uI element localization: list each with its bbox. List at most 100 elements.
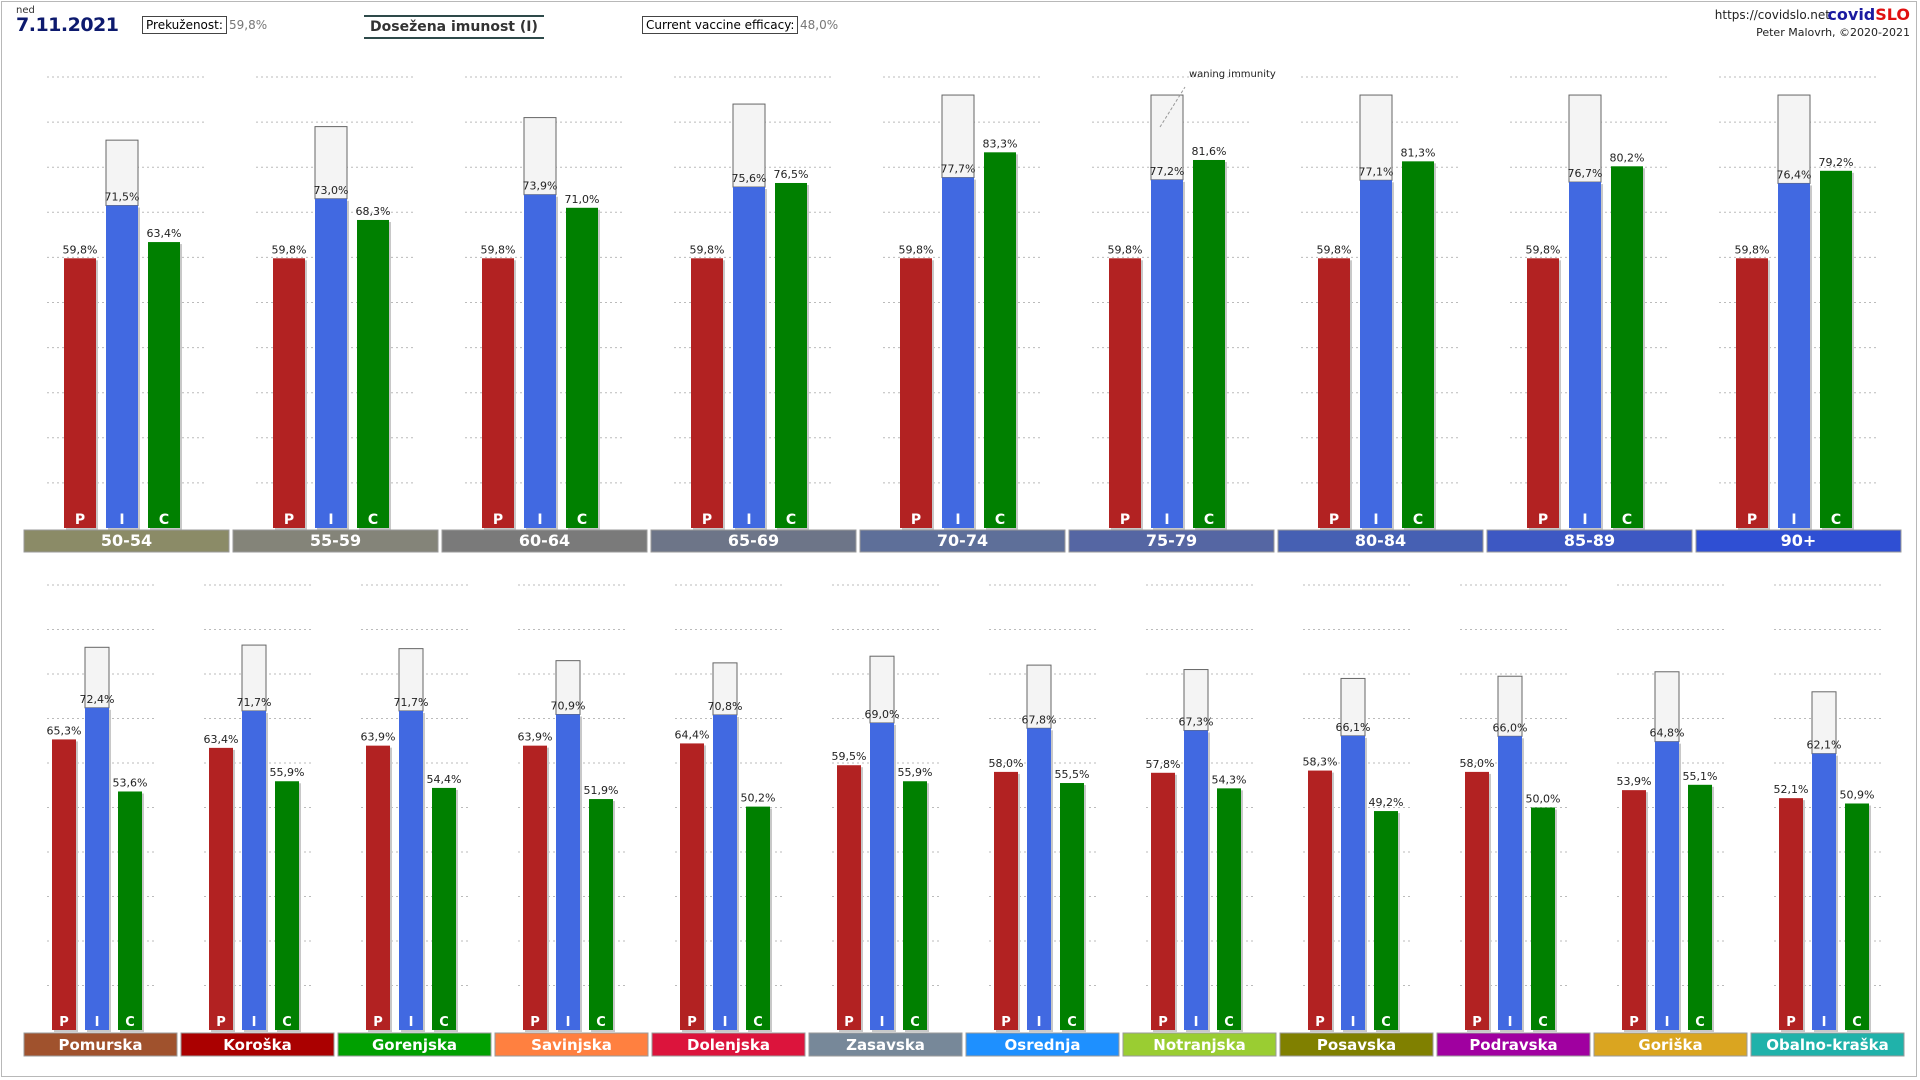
bar-p bbox=[64, 258, 96, 528]
value-label-p: 59,8% bbox=[899, 243, 934, 256]
waning-immunity-box bbox=[941, 94, 975, 179]
value-label-c: 80,2% bbox=[1610, 151, 1645, 164]
category-box bbox=[650, 529, 857, 553]
brand-part2: SLO bbox=[1875, 5, 1910, 24]
category-box bbox=[1593, 1032, 1748, 1057]
bar-i bbox=[733, 187, 765, 528]
source-url[interactable]: https://covidslo.net bbox=[1714, 8, 1830, 22]
bar-letter-i: I bbox=[1582, 512, 1587, 528]
bar-letter-p: P bbox=[687, 1015, 697, 1030]
category-label: 90+ bbox=[1781, 531, 1817, 550]
value-label-p: 58,0% bbox=[1460, 757, 1495, 770]
value-label-i: 77,7% bbox=[941, 163, 976, 176]
category-label: Obalno-kraška bbox=[1766, 1036, 1888, 1054]
bar-c bbox=[148, 242, 180, 529]
bar-letter-i: I bbox=[1373, 512, 1378, 528]
value-label-c: 79,2% bbox=[1819, 156, 1854, 169]
value-label-i: 76,7% bbox=[1568, 167, 1603, 180]
value-label-c: 55,5% bbox=[1055, 768, 1090, 781]
bar-i bbox=[556, 714, 580, 1030]
bar-i bbox=[1498, 736, 1522, 1030]
bar-i bbox=[942, 177, 974, 528]
value-label-p: 59,8% bbox=[1526, 243, 1561, 256]
bar-i bbox=[242, 710, 266, 1030]
bar-p bbox=[1736, 258, 1768, 528]
bar-p bbox=[366, 745, 390, 1030]
bar-letter-p: P bbox=[1315, 1015, 1325, 1030]
value-label-p: 59,8% bbox=[272, 243, 307, 256]
waning-immunity-box bbox=[1183, 669, 1209, 732]
bar-i bbox=[870, 722, 894, 1030]
bar-p bbox=[1308, 770, 1332, 1030]
value-label-p: 59,8% bbox=[1735, 243, 1770, 256]
waning-immunity-box bbox=[523, 117, 557, 196]
bar-i bbox=[315, 198, 347, 528]
category-label: 50-54 bbox=[101, 531, 152, 550]
bar-letter-i: I bbox=[955, 512, 960, 528]
value-label-i: 73,0% bbox=[314, 184, 349, 197]
value-label-i: 71,7% bbox=[237, 696, 272, 709]
waning-immunity-annotation: waning immunity bbox=[1189, 69, 1276, 80]
bar-p bbox=[837, 765, 861, 1030]
reinfection-value: 59,8% bbox=[229, 18, 268, 32]
bar-letter-i: I bbox=[1822, 1015, 1827, 1030]
bar-p bbox=[523, 745, 547, 1030]
bar-p bbox=[1318, 258, 1350, 528]
bar-letter-i: I bbox=[723, 1015, 728, 1030]
category-label: Koroška bbox=[223, 1036, 291, 1054]
category-box bbox=[441, 529, 648, 553]
bar-p bbox=[900, 258, 932, 528]
bar-letter-c: C bbox=[753, 1015, 763, 1030]
bar-p bbox=[1622, 790, 1646, 1030]
value-label-i: 77,2% bbox=[1150, 165, 1185, 178]
value-label-i: 62,1% bbox=[1807, 739, 1842, 752]
bar-letter-i: I bbox=[880, 1015, 885, 1030]
bar-c bbox=[1845, 803, 1869, 1030]
value-label-p: 59,8% bbox=[63, 243, 98, 256]
category-label: 85-89 bbox=[1564, 531, 1615, 550]
bar-letter-c: C bbox=[1852, 1015, 1862, 1030]
bar-letter-i: I bbox=[1508, 1015, 1513, 1030]
value-label-i: 71,5% bbox=[105, 191, 140, 204]
bar-letter-c: C bbox=[282, 1015, 292, 1030]
bar-p bbox=[1151, 772, 1175, 1030]
bar-letter-c: C bbox=[1695, 1015, 1705, 1030]
bar-letter-c: C bbox=[1381, 1015, 1391, 1030]
bar-c bbox=[432, 787, 456, 1030]
bar-c bbox=[1402, 161, 1434, 528]
category-label: 65-69 bbox=[728, 531, 779, 550]
bar-c bbox=[1611, 166, 1643, 528]
category-box bbox=[859, 529, 1066, 553]
bar-letter-i: I bbox=[1351, 1015, 1356, 1030]
bar-letter-p: P bbox=[1786, 1015, 1796, 1030]
bar-p bbox=[1527, 258, 1559, 528]
waning-immunity-box bbox=[555, 660, 581, 715]
bar-letter-i: I bbox=[409, 1015, 414, 1030]
bar-letter-p: P bbox=[216, 1015, 226, 1030]
value-label-c: 51,9% bbox=[584, 784, 619, 797]
bar-i bbox=[1569, 182, 1601, 528]
page-title: Dosežena imunost (I) bbox=[364, 15, 544, 39]
bar-c bbox=[1374, 811, 1398, 1030]
bar-c bbox=[903, 781, 927, 1030]
bar-letter-p: P bbox=[1158, 1015, 1168, 1030]
bar-letter-p: P bbox=[1329, 512, 1339, 528]
bar-letter-c: C bbox=[1224, 1015, 1234, 1030]
bar-letter-c: C bbox=[1067, 1015, 1077, 1030]
value-label-i: 70,8% bbox=[708, 700, 743, 713]
value-label-c: 68,3% bbox=[356, 205, 391, 218]
bar-c bbox=[1688, 784, 1712, 1030]
value-label-p: 65,3% bbox=[47, 724, 82, 737]
bar-i bbox=[399, 710, 423, 1030]
bar-letter-i: I bbox=[328, 512, 333, 528]
bar-c bbox=[1193, 159, 1225, 528]
category-box bbox=[180, 1032, 335, 1057]
value-label-p: 63,9% bbox=[361, 731, 396, 744]
annotation-leader bbox=[1159, 86, 1186, 128]
bar-p bbox=[1109, 258, 1141, 528]
bar-letter-p: P bbox=[75, 512, 85, 528]
bar-c bbox=[1531, 807, 1555, 1030]
bar-letter-i: I bbox=[1791, 512, 1796, 528]
category-label: 75-79 bbox=[1146, 531, 1197, 550]
bar-letter-p: P bbox=[1538, 512, 1548, 528]
